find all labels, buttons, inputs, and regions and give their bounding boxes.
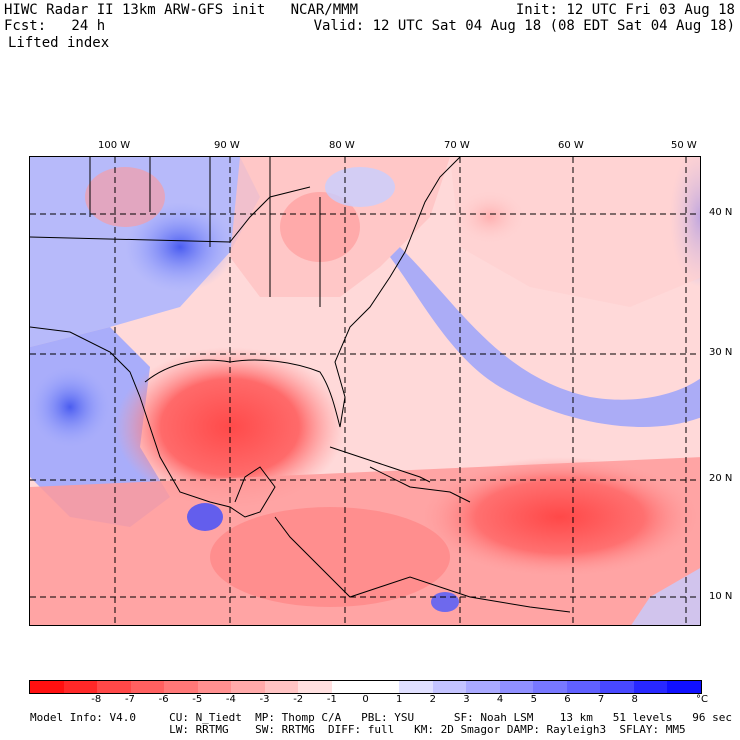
colorbar-tick-label: -2 (293, 694, 304, 705)
stable-patch-northeast (325, 167, 395, 207)
colorbar-tick-label: -8 (91, 694, 102, 705)
model-title: HIWC Radar II 13km ARW-GFS init NCAR/MMM (4, 2, 359, 18)
colorbar-segment (499, 681, 534, 693)
unstable-core-caribbean (210, 507, 450, 607)
colorbar-tick-label: 4 (496, 694, 504, 705)
colorbar-tick-label: 5 (530, 694, 537, 705)
colorbar-tick-label: 8 (631, 694, 638, 705)
colorbar-segment (331, 681, 366, 693)
colorbar-tick-label: -1 (326, 694, 337, 705)
forecast-hour: Fcst: 24 h (4, 18, 106, 34)
valid-time: Valid: 12 UTC Sat 04 Aug 18 (08 EDT Sat … (313, 18, 735, 34)
colorbar-tick-label: -3 (259, 694, 270, 705)
colorbar-segment (63, 681, 98, 693)
colorbar-segment (97, 681, 131, 693)
lifted-index-map (29, 156, 701, 626)
colorbar-segment (164, 681, 198, 693)
lat-label-20n: 20 N (709, 473, 733, 484)
colorbar-segment (432, 681, 467, 693)
colorbar-tick-label: -5 (192, 694, 203, 705)
colorbar-segment (533, 681, 567, 693)
lon-label-100w: 100 W (98, 140, 131, 151)
stable-spot-yucatan (187, 503, 223, 531)
stable-band-atlantic (390, 247, 700, 428)
colorbar-tick-label: -4 (225, 694, 236, 705)
colorbar-tick-label: -6 (158, 694, 169, 705)
graticule (30, 157, 700, 625)
init-time: Init: 12 UTC Fri 03 Aug 18 (515, 2, 735, 18)
colorbar-tick-label: -7 (124, 694, 135, 705)
colorbar-tick-label: 2 (429, 694, 436, 705)
lon-label-70w: 70 W (444, 140, 470, 151)
lon-label-50w: 50 W (671, 140, 697, 151)
colorbar-segment (667, 681, 701, 693)
colorbar-segment (466, 681, 500, 693)
stable-core-plains (125, 202, 235, 292)
colorbar-tick-label: 6 (564, 694, 571, 705)
field-name: Lifted index (8, 35, 110, 51)
lon-label-80w: 80 W (329, 140, 355, 151)
stable-core-mexico (30, 367, 110, 447)
lat-label-40n: 40 N (709, 207, 733, 218)
stable-spot-venezuela (431, 592, 459, 612)
colorbar (29, 680, 702, 694)
unstable-patch-gulf-stream (450, 187, 530, 247)
unstable-core-tropical-atlantic (420, 457, 700, 577)
colorbar-segment (30, 681, 64, 693)
colorbar-segment (566, 681, 601, 693)
colorbar-segment (633, 681, 668, 693)
map-canvas (30, 157, 700, 625)
colorbar-segment (197, 681, 232, 693)
colorbar-tick-label: 1 (395, 694, 403, 705)
model-info-line-1: Model Info: V4.0 CU: N_Tiedt MP: Thomp C… (30, 711, 732, 724)
colorbar-tick-label: 3 (463, 694, 470, 705)
colorbar-segment (600, 681, 634, 693)
lat-label-10n: 10 N (709, 591, 733, 602)
model-info-line-2: LW: RRTMG SW: RRTMG DIFF: full KM: 2D Sm… (30, 723, 686, 736)
colorbar-segment (231, 681, 265, 693)
colorbar-segment (298, 681, 332, 693)
colorbar-segment (399, 681, 433, 693)
lon-label-90w: 90 W (214, 140, 240, 151)
lat-label-30n: 30 N (709, 347, 733, 358)
colorbar-tick-label: 7 (597, 694, 605, 705)
lon-label-60w: 60 W (558, 140, 584, 151)
colorbar-segment (264, 681, 299, 693)
unstable-patch-dakotas (85, 167, 165, 227)
colorbar-segment (365, 681, 400, 693)
colorbar-segment (130, 681, 165, 693)
colorbar-tick-label: 0 (362, 694, 369, 705)
colorbar-unit: °C (696, 694, 708, 705)
